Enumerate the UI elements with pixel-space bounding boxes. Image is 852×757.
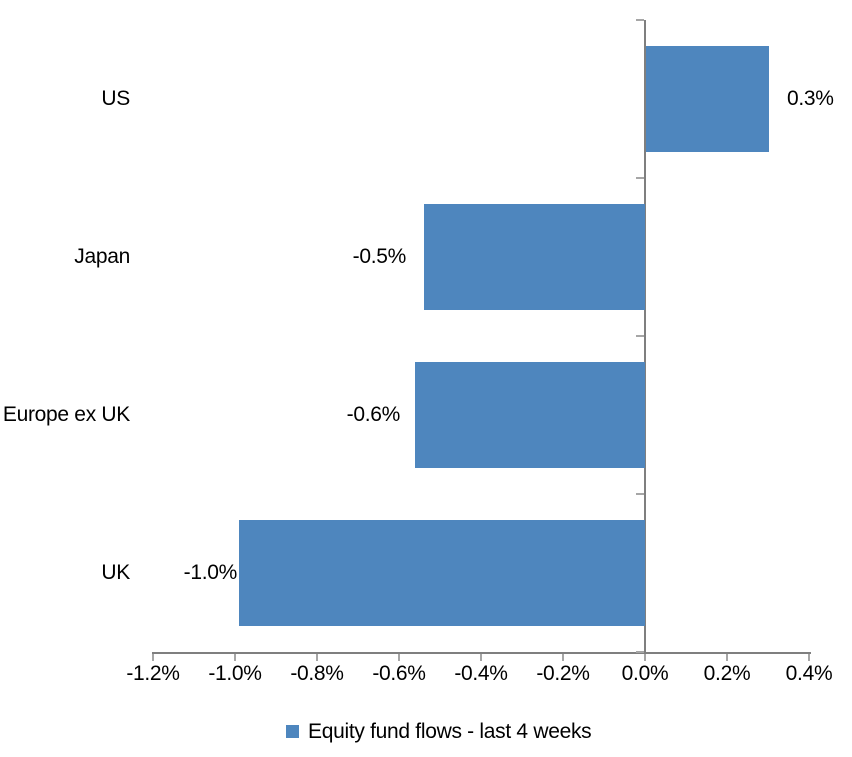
legend: Equity fund flows - last 4 weeks — [286, 718, 592, 745]
y-tick — [636, 493, 644, 495]
x-tick-label: 0.4% — [785, 662, 833, 685]
data-label: -0.5% — [352, 245, 407, 268]
x-tick — [152, 654, 154, 661]
x-tick — [316, 654, 318, 661]
legend-square-icon — [286, 725, 299, 738]
bar — [646, 46, 769, 152]
x-tick — [398, 654, 400, 661]
category-label: UK — [101, 561, 130, 584]
y-tick — [636, 177, 644, 179]
x-tick-label: 0.0% — [621, 662, 669, 685]
bar — [415, 362, 645, 468]
y-tick — [636, 651, 644, 653]
y-tick — [636, 19, 644, 21]
x-tick — [644, 654, 646, 661]
legend-label: Equity fund flows - last 4 weeks — [308, 719, 592, 743]
data-label: -1.0% — [183, 561, 238, 584]
x-tick-label: -1.0% — [208, 662, 262, 685]
x-tick — [480, 654, 482, 661]
x-tick — [808, 654, 810, 661]
x-axis-line — [152, 652, 811, 654]
bar — [424, 204, 645, 310]
x-tick — [234, 654, 236, 661]
y-tick — [636, 335, 644, 337]
x-tick-label: -0.8% — [290, 662, 344, 685]
x-tick-label: -0.4% — [454, 662, 508, 685]
x-tick — [562, 654, 564, 661]
data-label: 0.3% — [787, 87, 834, 110]
x-tick-label: -0.2% — [536, 662, 590, 685]
value-axis-line — [644, 20, 646, 654]
category-label: US — [101, 87, 130, 110]
bar — [239, 520, 645, 626]
data-label: -0.6% — [346, 403, 401, 426]
x-tick-label: -1.2% — [126, 662, 180, 685]
x-tick-label: -0.6% — [372, 662, 426, 685]
category-label: Japan — [74, 245, 130, 268]
category-label: Europe ex UK — [2, 403, 130, 426]
x-tick-label: 0.2% — [703, 662, 751, 685]
x-tick — [726, 654, 728, 661]
